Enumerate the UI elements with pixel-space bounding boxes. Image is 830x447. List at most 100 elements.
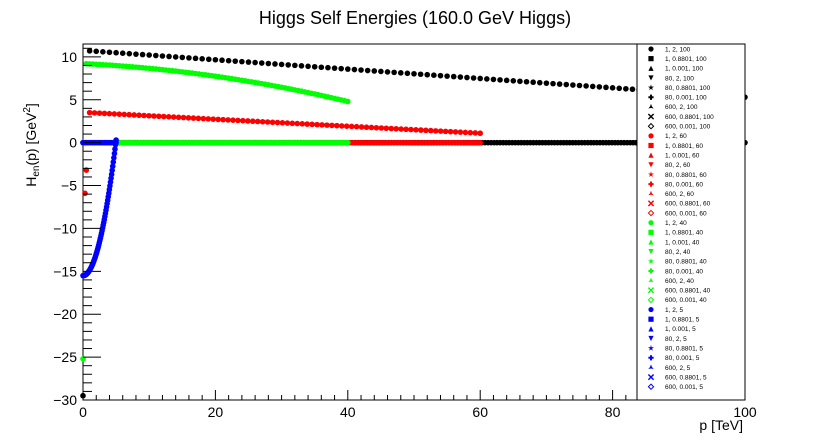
series-green-2 [83, 60, 351, 105]
legend-item: 80, 0.001, 100 [648, 95, 707, 102]
data-point [314, 121, 320, 128]
data-point [431, 72, 437, 78]
data-point [517, 78, 523, 85]
data-point [190, 115, 197, 121]
legend-marker [648, 355, 654, 361]
data-point [252, 59, 258, 66]
legend-marker [648, 94, 654, 100]
data-point [186, 55, 192, 61]
legend-item: 1, 2, 5 [648, 307, 683, 314]
data-point [151, 113, 157, 119]
data-point [159, 53, 166, 59]
data-point [503, 77, 510, 84]
data-point [101, 110, 108, 117]
data-point [100, 48, 106, 55]
legend: 1, 2, 100 1, 0.8801, 100 1, 0.001, 100 80, … [636, 43, 746, 401]
data-point [334, 122, 340, 129]
data-point [331, 65, 338, 71]
data-point [205, 56, 212, 63]
data-point [324, 122, 330, 128]
legend-item: 1, 0.8801, 60 [648, 143, 703, 150]
legend-marker [648, 162, 654, 168]
legend-marker [647, 209, 655, 217]
legend-label: 1, 2, 60 [665, 133, 687, 140]
data-point [170, 114, 177, 120]
legend-label: 600, 0.001, 100 [665, 124, 711, 131]
y-axis-title-superscript: 2 [22, 107, 33, 113]
legend-marker [648, 249, 654, 255]
legend-label: 80, 2, 5 [665, 336, 687, 343]
y-tick-label: −10 [53, 220, 77, 236]
x-tick-label: 40 [340, 404, 356, 420]
data-point [279, 119, 286, 126]
legend-marker [648, 364, 654, 369]
legend-label: 80, 0.8801, 40 [665, 259, 707, 266]
legend-marker [648, 335, 654, 342]
data-point [269, 119, 276, 126]
data-point [462, 129, 469, 136]
legend-item: 600, 0.8801, 60 [647, 200, 711, 208]
legend-label: 1, 0.001, 100 [665, 66, 703, 73]
data-point [139, 51, 146, 58]
data-layer [80, 48, 748, 399]
data-point [343, 123, 350, 129]
data-point [536, 79, 543, 86]
legend-label: 600, 0.8801, 40 [665, 288, 711, 295]
data-point [106, 110, 113, 117]
data-point [418, 127, 424, 133]
data-point [112, 146, 118, 152]
legend-item: 1, 0.001, 5 [648, 326, 696, 333]
legend-label: 1, 0.001, 60 [665, 152, 700, 159]
data-point [264, 119, 271, 125]
data-point [523, 78, 530, 85]
data-point [358, 67, 364, 73]
data-point [112, 141, 119, 148]
legend-marker [647, 344, 655, 351]
data-point [113, 137, 119, 143]
data-point [185, 115, 192, 121]
legend-label: 1, 0.8801, 5 [665, 317, 700, 324]
data-point [86, 109, 93, 116]
legend-label: 80, 0.001, 5 [665, 355, 700, 362]
legend-label: 1, 0.8801, 40 [665, 230, 703, 237]
data-point [338, 123, 345, 129]
data-point [156, 113, 162, 120]
legend-item: 80, 2, 40 [648, 249, 691, 256]
series-blue-7 [80, 137, 119, 279]
data-point [570, 82, 576, 88]
data-point [215, 116, 221, 123]
legend-item: 1, 0.001, 60 [648, 152, 700, 159]
legend-label: 80, 0.001, 100 [665, 95, 707, 102]
data-point [596, 84, 603, 90]
data-point [272, 61, 278, 67]
data-point [432, 128, 439, 134]
data-point [325, 64, 331, 71]
data-point [212, 56, 219, 63]
data-point [109, 167, 115, 174]
legend-marker [647, 122, 655, 130]
legend-item: 80, 0.001, 5 [648, 355, 700, 362]
x-tick-label: 100 [733, 404, 757, 420]
legend-label: 80, 2, 40 [665, 249, 691, 256]
data-point [378, 125, 385, 131]
data-point [165, 113, 172, 120]
data-point [368, 124, 375, 131]
data-point [116, 111, 123, 117]
data-point [146, 52, 152, 58]
data-point [210, 116, 217, 122]
legend-marker [648, 142, 654, 149]
data-point [195, 115, 202, 122]
data-point [345, 98, 351, 105]
data-point [629, 86, 636, 93]
data-point [393, 125, 399, 132]
legend-item: 80, 2, 100 [648, 75, 694, 82]
legend-item: 1, 0.001, 40 [648, 239, 700, 246]
legend-item: 1, 0.8801, 40 [648, 230, 703, 237]
chart-title: Higgs Self Energies (160.0 GeV Higgs) [259, 8, 571, 28]
legend-item: 600, 2, 100 [648, 103, 698, 111]
data-point [96, 110, 103, 116]
data-point [86, 48, 93, 54]
legend-item: 80, 0.8801, 100 [647, 84, 711, 92]
data-point [477, 139, 484, 146]
data-point [126, 111, 132, 118]
